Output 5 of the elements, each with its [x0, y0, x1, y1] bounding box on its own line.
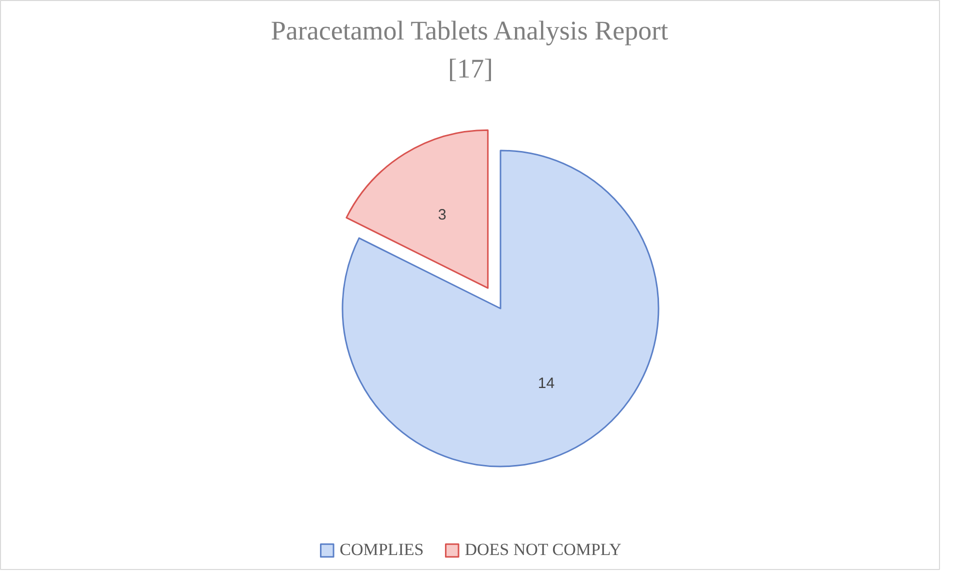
- legend-label: DOES NOT COMPLY: [464, 540, 622, 560]
- data-label: 3: [438, 206, 446, 224]
- legend-label: COMPLIES: [340, 540, 424, 560]
- data-label: 14: [538, 374, 555, 392]
- chart-title: Paracetamol Tablets Analysis Report [17]: [270, 16, 669, 84]
